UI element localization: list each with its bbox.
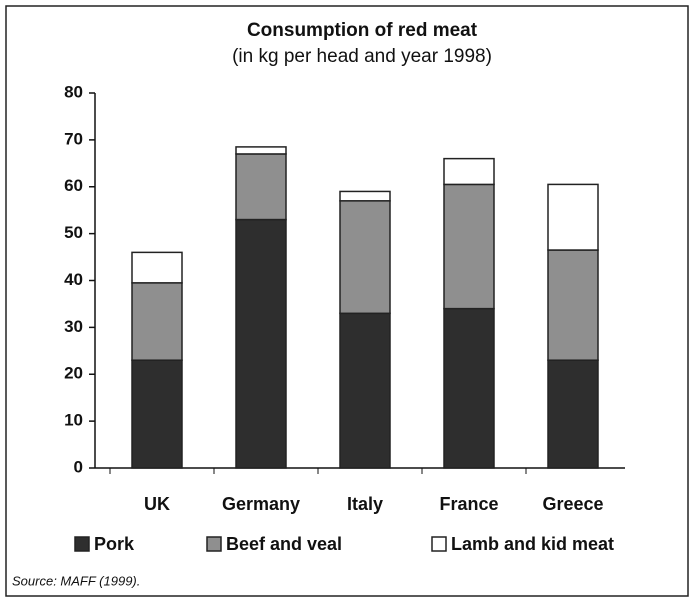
y-tick-label: 20 — [64, 364, 83, 383]
legend-swatch — [74, 536, 90, 552]
y-tick-label: 10 — [64, 411, 83, 430]
x-tick-label: Germany — [222, 494, 300, 514]
legend-label: Pork — [94, 534, 135, 554]
bar-segment — [235, 153, 287, 221]
legend-label: Beef and veal — [226, 534, 342, 554]
y-tick-label: 30 — [64, 317, 83, 336]
x-tick-label: Italy — [347, 494, 383, 514]
y-tick-label: 70 — [64, 129, 83, 148]
y-tick-label: 40 — [64, 270, 83, 289]
bar-segment — [443, 157, 495, 186]
y-tick-label: 80 — [64, 82, 83, 101]
frame — [5, 5, 689, 597]
x-tick-label: France — [439, 494, 498, 514]
x-tick-label: Greece — [542, 494, 603, 514]
y-tick-label: 0 — [74, 457, 83, 476]
x-tick-label: UK — [144, 494, 170, 514]
chart-title: Consumption of red meat — [247, 20, 478, 41]
legend-swatch — [206, 536, 222, 552]
bar-segment — [547, 183, 599, 251]
y-tick-label: 60 — [64, 176, 83, 195]
y-tick-label: 50 — [64, 223, 83, 242]
bar-segment — [235, 146, 287, 155]
bar-segment — [443, 183, 495, 310]
bar-segment — [131, 282, 183, 361]
chart-subtitle: (in kg per head and year 1998) — [232, 46, 492, 67]
bar-segment — [547, 359, 599, 469]
bar-segment — [131, 251, 183, 284]
bar-segment — [547, 249, 599, 361]
bar-segment — [339, 200, 391, 315]
bar-segment — [235, 218, 287, 469]
source: Source: MAFF (1999). — [12, 573, 140, 588]
legend-label: Lamb and kid meat — [451, 534, 614, 554]
bar-segment — [131, 359, 183, 469]
legend-swatch — [431, 536, 447, 552]
bar-segment — [339, 312, 391, 469]
bar-segment — [443, 307, 495, 469]
bar-segment — [339, 190, 391, 202]
